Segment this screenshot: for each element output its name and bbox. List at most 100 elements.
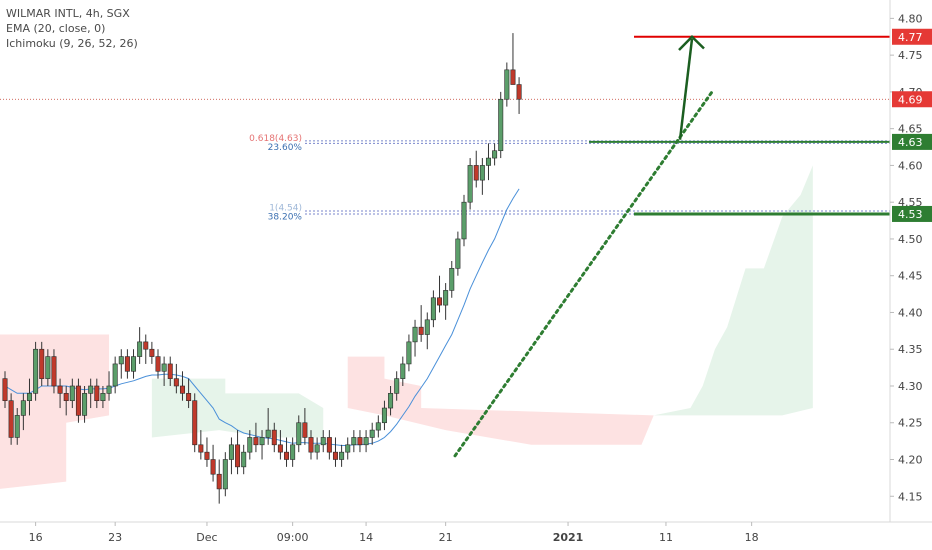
ichimoku-indicator-label: Ichimoku (9, 26, 52, 26) bbox=[6, 37, 138, 50]
candle bbox=[14, 408, 20, 445]
candle-body-down bbox=[216, 473, 222, 490]
y-tick-label: 4.15 bbox=[898, 490, 923, 503]
candle bbox=[369, 422, 375, 445]
candle-body-down bbox=[155, 356, 161, 372]
fib-label-ratio: 0.618(4.63) bbox=[249, 134, 302, 144]
candle bbox=[100, 385, 106, 409]
candle bbox=[235, 430, 241, 475]
current-price-badge-bg bbox=[892, 91, 932, 108]
candle bbox=[418, 305, 424, 342]
candle-body-up bbox=[161, 363, 167, 372]
candle bbox=[437, 275, 443, 313]
candle-body-up bbox=[406, 341, 412, 365]
x-tick-label: 14 bbox=[359, 531, 373, 544]
x-tick-label: 09:00 bbox=[277, 531, 309, 544]
candle-body-up bbox=[228, 444, 234, 460]
candle bbox=[271, 422, 277, 453]
candle bbox=[45, 349, 51, 386]
trendline bbox=[453, 90, 714, 458]
candle-body-up bbox=[492, 150, 498, 159]
y-tick-label: 4.45 bbox=[898, 270, 923, 283]
support-badge-upper-label: 4.63 bbox=[898, 136, 923, 149]
candle-body-up bbox=[137, 341, 143, 357]
candle-body-up bbox=[394, 378, 400, 394]
candle bbox=[461, 194, 467, 247]
candle bbox=[2, 371, 8, 409]
y-tick-label: 4.80 bbox=[898, 12, 923, 25]
candle-body-up bbox=[222, 459, 228, 490]
candle bbox=[430, 290, 436, 328]
candle bbox=[302, 408, 308, 445]
candle-body-down bbox=[510, 69, 516, 85]
candle-body-up bbox=[131, 356, 137, 372]
fib-label-ratio: 1(4.54) bbox=[269, 203, 302, 213]
candle-body-down bbox=[75, 385, 81, 416]
candle bbox=[449, 261, 455, 298]
candle bbox=[94, 378, 100, 409]
arrow-shaft bbox=[678, 38, 694, 140]
candle-body-up bbox=[504, 69, 510, 100]
candle bbox=[192, 393, 198, 453]
candle-body-down bbox=[94, 385, 100, 401]
candle bbox=[112, 356, 118, 394]
candle bbox=[473, 150, 479, 188]
candle-body-up bbox=[314, 444, 320, 453]
candle-body-down bbox=[57, 385, 63, 394]
symbol-title: WILMAR INTL, 4h, SGX bbox=[6, 7, 130, 20]
x-tick-label: 23 bbox=[108, 531, 122, 544]
candle bbox=[277, 430, 283, 460]
candle bbox=[388, 385, 394, 416]
candle-body-up bbox=[467, 165, 473, 203]
y-tick-label: 4.55 bbox=[898, 196, 923, 209]
candle-body-up bbox=[498, 98, 504, 152]
candle bbox=[455, 231, 461, 276]
candle-body-up bbox=[100, 393, 106, 401]
candle-body-up bbox=[430, 297, 436, 321]
candle bbox=[131, 349, 137, 379]
candle bbox=[357, 430, 363, 453]
candle bbox=[296, 415, 302, 453]
target-arrow bbox=[678, 34, 705, 140]
candle-body-down bbox=[173, 378, 179, 387]
candle bbox=[69, 378, 75, 409]
candle-body-down bbox=[179, 385, 185, 394]
candle-body-down bbox=[8, 400, 14, 438]
y-tick-label: 4.25 bbox=[898, 417, 923, 430]
x-tick-label: 21 bbox=[439, 531, 453, 544]
x-tick-label: 18 bbox=[745, 531, 759, 544]
candle bbox=[492, 143, 498, 166]
candle bbox=[124, 349, 130, 379]
candle-body-up bbox=[479, 165, 485, 181]
fib-label-percent: 38.20% bbox=[268, 212, 303, 222]
candle bbox=[228, 437, 234, 475]
candle-body-up bbox=[345, 444, 351, 453]
candle bbox=[424, 312, 430, 350]
candle-body-up bbox=[106, 385, 112, 394]
candle bbox=[375, 415, 381, 438]
support-badge-lower-bg bbox=[892, 205, 932, 222]
y-tick-label: 4.30 bbox=[898, 380, 923, 393]
candle-body-down bbox=[302, 422, 308, 438]
candle bbox=[332, 437, 338, 467]
candle bbox=[75, 378, 81, 423]
candle bbox=[320, 430, 326, 453]
candle-body-down bbox=[39, 348, 45, 379]
candle bbox=[516, 77, 522, 114]
candle bbox=[351, 430, 357, 453]
candle-body-up bbox=[455, 238, 461, 269]
candle bbox=[186, 378, 192, 409]
candles bbox=[2, 33, 522, 504]
candle bbox=[155, 349, 161, 379]
x-tick-label: 2021 bbox=[553, 531, 584, 544]
candle-body-up bbox=[241, 451, 247, 468]
candle-body-down bbox=[186, 393, 192, 401]
candle bbox=[204, 437, 210, 467]
candle bbox=[253, 422, 259, 453]
candle-body-up bbox=[265, 429, 271, 438]
candle bbox=[381, 400, 387, 431]
candle bbox=[210, 444, 216, 482]
candle bbox=[412, 319, 418, 357]
